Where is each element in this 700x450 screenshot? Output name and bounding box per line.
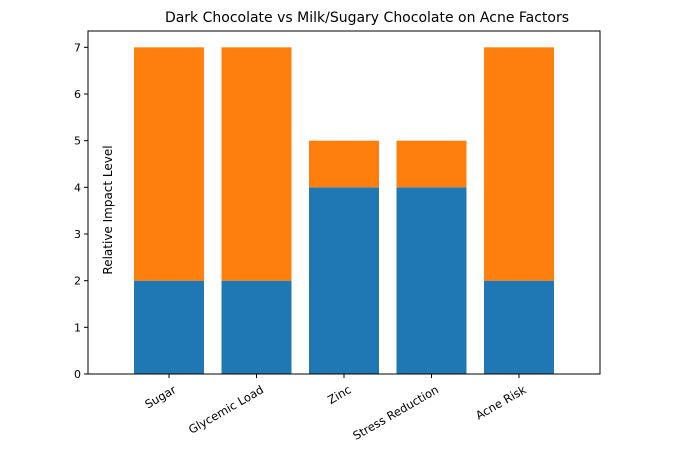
plot-frame xyxy=(87,30,601,375)
y-tick-label: 7 xyxy=(74,41,81,54)
y-tick-label: 4 xyxy=(74,181,81,194)
y-tick-label: 3 xyxy=(74,228,81,241)
x-tick-label: Zinc xyxy=(325,382,353,406)
bar-segment xyxy=(396,187,467,374)
y-tick-label: 5 xyxy=(74,135,81,148)
bar-segment xyxy=(134,47,204,281)
bar-segment xyxy=(221,47,292,281)
bar-segment xyxy=(396,140,467,188)
bar-segment xyxy=(309,140,379,188)
bar-segment xyxy=(484,280,554,374)
bar-segment xyxy=(134,280,204,374)
chart-title: Dark Chocolate vs Milk/Sugary Chocolate … xyxy=(165,10,569,26)
x-tick-label: Glycemic Load xyxy=(186,382,266,436)
x-tick-label: Sugar xyxy=(142,382,178,411)
bar-segment xyxy=(221,280,292,374)
x-tick-label: Stress Reduction xyxy=(350,382,441,442)
y-tick-label: 1 xyxy=(74,321,81,334)
y-tick-label: 0 xyxy=(74,368,81,381)
y-axis-label: Relative Impact Level xyxy=(101,145,115,274)
bar-segment xyxy=(484,47,554,281)
y-tick-label: 6 xyxy=(74,88,81,101)
y-tick-label: 2 xyxy=(74,275,81,288)
x-tick-label: Acne Risk xyxy=(473,382,529,422)
bar-segment xyxy=(309,187,379,374)
